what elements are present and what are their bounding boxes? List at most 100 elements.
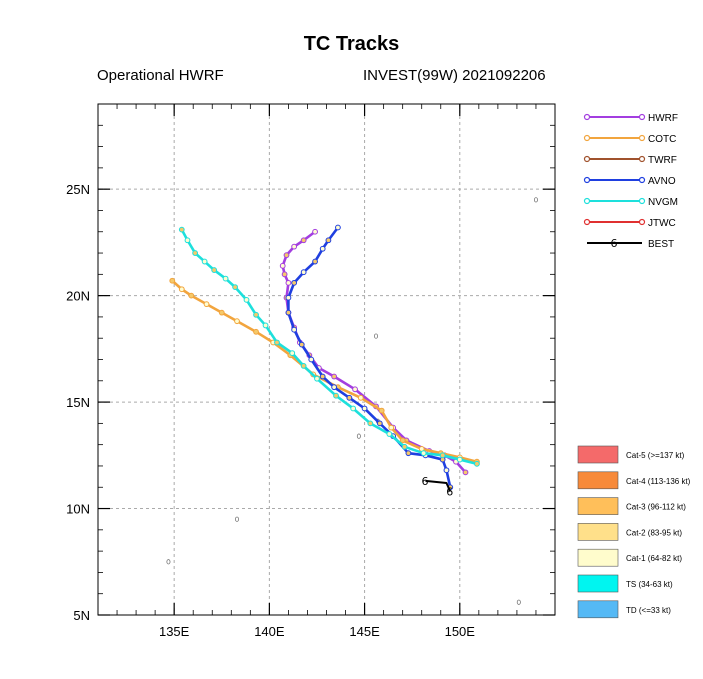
track-nvgm: [178, 226, 480, 467]
intensity-label: TD (<=33 kt): [626, 606, 671, 615]
track-point: [218, 309, 225, 316]
legend-marker: [583, 134, 591, 142]
grid: [98, 104, 555, 616]
island-outline: [166, 559, 171, 565]
intensity-label: Cat-5 (>=137 kt): [626, 451, 685, 460]
legend-marker: [638, 134, 646, 142]
island-outline: [356, 433, 361, 439]
track-point: [346, 394, 353, 401]
track-point: [178, 226, 185, 233]
chart-title: TC Tracks: [303, 33, 400, 55]
intensity-item: Cat-1 (64-82 kt): [577, 548, 682, 567]
intensity-item: TD (<=33 kt): [577, 600, 671, 619]
intensity-item: Cat-4 (113-136 kt): [577, 471, 691, 490]
track-point: [279, 262, 286, 269]
track-line-best: [425, 479, 452, 492]
y-tick-label: 5N: [73, 608, 90, 623]
track-line-avno: [287, 226, 452, 488]
intensity-swatch: [577, 574, 619, 593]
storm-symbol-icon: 6: [422, 475, 429, 488]
track-best: 66: [422, 475, 454, 499]
track-point: [376, 420, 383, 427]
island-outline: [533, 197, 538, 203]
track-point: [319, 373, 326, 380]
legend-label: COTC: [648, 134, 676, 145]
intensity-label: Cat-1 (64-82 kt): [626, 554, 682, 563]
storm-cycle-label: INVEST(99W) 2021092206: [363, 67, 546, 84]
legend-item-best: 6 BEST: [587, 237, 674, 250]
track-line-nvgm: [180, 229, 478, 466]
track-point: [274, 339, 280, 346]
track-point: [243, 296, 250, 303]
legend-label: BEST: [648, 239, 674, 250]
track-point: [188, 292, 195, 299]
legend-item-twrf: TWRF: [583, 155, 677, 166]
storm-symbol-icon: 6: [446, 486, 453, 499]
track-point: [211, 267, 218, 273]
legend-marker: [638, 218, 646, 226]
track-point: [319, 245, 326, 252]
track-point: [234, 318, 240, 325]
track-point: [184, 237, 191, 244]
legend-item-avno: AVNO: [583, 176, 676, 187]
track-point: [300, 269, 307, 276]
track-point: [201, 258, 208, 265]
track-point: [333, 392, 339, 399]
legend-marker: [583, 155, 591, 163]
track-point: [285, 279, 292, 286]
legend-marker: [583, 197, 591, 205]
intensity-swatch: [577, 497, 619, 515]
legend-label: TWRF: [648, 155, 677, 166]
track-point: [331, 384, 338, 391]
track-point: [350, 405, 357, 412]
legend-item-jtwc: JTWC: [583, 218, 676, 229]
intensity-item: Cat-2 (83-95 kt): [577, 523, 682, 541]
track-point: [388, 424, 395, 431]
legend: HWRF COTC TWRF AVNO NVGM JTWC 6 BEST: [583, 113, 678, 250]
track-point: [300, 237, 307, 244]
legend-marker: [583, 218, 591, 226]
intensity-label: Cat-3 (96-112 kt): [626, 503, 686, 512]
track-point: [335, 224, 341, 231]
track-point: [283, 252, 290, 259]
track-point: [401, 443, 408, 450]
intensity-label: TS (34-63 kt): [626, 580, 673, 589]
track-point: [192, 250, 199, 256]
intensity-swatch: [577, 523, 619, 541]
track-point: [367, 420, 374, 427]
y-tick-label: 25N: [66, 182, 90, 197]
legend-item-cotc: COTC: [583, 134, 676, 145]
track-point: [203, 301, 210, 308]
intensity-swatch: [577, 548, 619, 567]
track-point: [289, 350, 296, 357]
legend-marker: [638, 197, 646, 205]
track-point: [439, 452, 446, 459]
track-point: [262, 322, 269, 329]
intensity-label: Cat-4 (113-136 kt): [626, 477, 691, 486]
legend-marker: [638, 155, 646, 163]
legend-item-nvgm: NVGM: [583, 197, 678, 208]
track-point: [325, 237, 332, 244]
x-tick-label: 145E: [349, 624, 380, 639]
track-point: [443, 467, 450, 474]
track-point: [312, 258, 318, 265]
legend-label: AVNO: [648, 176, 676, 187]
track-point: [178, 286, 185, 293]
intensity-swatch: [577, 445, 619, 464]
track-point: [232, 284, 239, 291]
legend-label: NVGM: [648, 197, 678, 208]
track-point: [331, 373, 338, 380]
intensity-swatch: [577, 600, 619, 619]
legend-marker: [583, 176, 591, 184]
track-point: [420, 450, 427, 457]
intensity-item: TS (34-63 kt): [577, 574, 673, 593]
track-point: [357, 394, 364, 401]
map-frame: [97, 103, 556, 616]
legend-label: HWRF: [648, 113, 678, 124]
y-tick-label: 20N: [66, 289, 90, 304]
legend-marker: [638, 176, 646, 184]
legend-item-hwrf: HWRF: [583, 113, 678, 124]
island-outline: [374, 333, 379, 339]
track-point: [308, 356, 315, 363]
